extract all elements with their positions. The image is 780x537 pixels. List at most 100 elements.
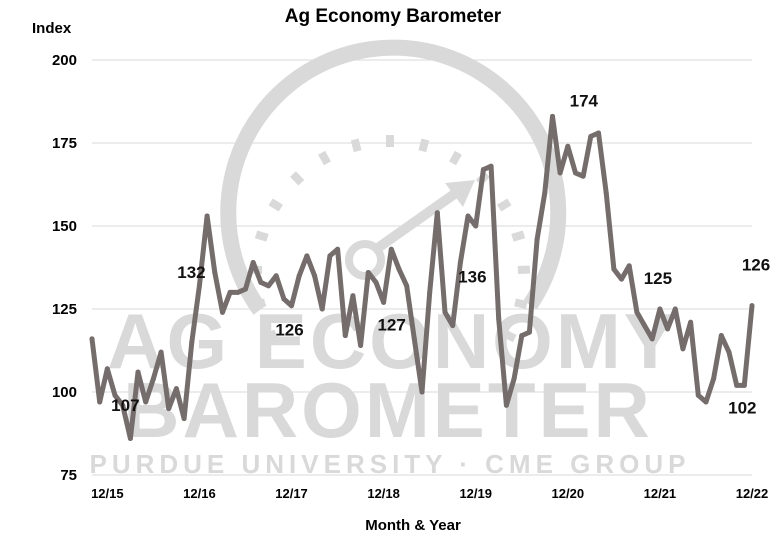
- data-point: [296, 273, 302, 279]
- data-point: [588, 133, 594, 139]
- x-tick-label: 12/17: [275, 486, 308, 501]
- y-axis-label: Index: [32, 20, 72, 37]
- data-point: [112, 392, 118, 398]
- data-point: [619, 276, 625, 282]
- data-point: [565, 143, 571, 149]
- data-point: [603, 190, 609, 196]
- data-label: 132: [177, 263, 205, 282]
- data-label: 125: [644, 269, 672, 288]
- data-point: [695, 392, 701, 398]
- data-point: [734, 382, 740, 388]
- data-point: [273, 273, 279, 279]
- data-point: [450, 323, 456, 329]
- y-tick-label: 100: [52, 384, 77, 401]
- data-point: [143, 399, 149, 405]
- data-point: [404, 283, 410, 289]
- data-point: [158, 349, 164, 355]
- y-tick-label: 200: [52, 52, 77, 69]
- gauge-tick: [502, 329, 517, 343]
- data-point: [396, 266, 402, 272]
- data-point: [166, 406, 172, 412]
- data-point: [373, 279, 379, 285]
- x-tick-label: 12/15: [91, 486, 124, 501]
- data-point: [726, 349, 732, 355]
- y-axis: 75 100 125 150 175 200: [52, 52, 77, 484]
- data-point: [488, 163, 494, 169]
- x-tick-label: 12/22: [736, 486, 769, 501]
- x-axis: 12/15 12/16 12/17 12/18 12/19 12/20 12/21 12/22: [91, 486, 768, 501]
- data-point: [665, 326, 671, 332]
- x-tick-label: 12/18: [367, 486, 400, 501]
- gauge-icon: [220, 39, 567, 315]
- data-point: [212, 269, 218, 275]
- data-point: [242, 286, 248, 292]
- data-point: [496, 316, 502, 322]
- data-point: [181, 416, 187, 422]
- data-point: [127, 435, 133, 441]
- data-point: [358, 343, 364, 349]
- gauge-tick: [252, 298, 266, 309]
- chart-title: Ag Economy Barometer: [285, 6, 502, 27]
- gauge-tick: [497, 198, 512, 212]
- data-point: [611, 266, 617, 272]
- data-label: 126: [742, 256, 770, 275]
- data-point: [473, 223, 479, 229]
- data-label: 126: [275, 321, 303, 340]
- data-point: [150, 376, 156, 382]
- series: [89, 113, 755, 441]
- data-point: [649, 336, 655, 342]
- watermark-line-3: PURDUE UNIVERSITY · CME GROUP: [89, 449, 690, 479]
- data-point: [427, 289, 433, 295]
- data-point: [434, 210, 440, 216]
- data-point: [219, 309, 225, 315]
- data-point: [120, 402, 126, 408]
- data-point: [312, 273, 318, 279]
- data-point: [173, 386, 179, 392]
- data-point: [749, 303, 755, 309]
- data-point: [327, 253, 333, 259]
- data-point: [542, 190, 548, 196]
- data-point: [465, 213, 471, 219]
- watermark-line-2: BAROMETER: [123, 366, 653, 454]
- x-tick-label: 12/16: [183, 486, 216, 501]
- data-point: [342, 333, 348, 339]
- data-point: [703, 399, 709, 405]
- x-axis-label: Month & Year: [365, 517, 461, 534]
- y-tick-label: 175: [52, 135, 77, 152]
- x-tick-label: 12/19: [459, 486, 492, 501]
- y-tick-label: 75: [60, 467, 77, 484]
- gauge-hub: [345, 240, 385, 280]
- data-labels: 107 132 126 127 136 174 125 102 126: [111, 91, 770, 417]
- data-label: 127: [377, 315, 405, 334]
- data-point: [711, 376, 717, 382]
- data-point: [204, 213, 210, 219]
- data-point: [227, 289, 233, 295]
- data-label: 174: [570, 91, 599, 110]
- data-point: [442, 309, 448, 315]
- gauge-tick: [290, 171, 305, 186]
- data-point: [104, 366, 110, 372]
- data-point: [526, 329, 532, 335]
- y-tick-label: 125: [52, 301, 77, 318]
- data-point: [189, 339, 195, 345]
- data-point: [281, 296, 287, 302]
- data-point: [657, 306, 663, 312]
- data-point: [688, 319, 694, 325]
- gauge-tick: [268, 198, 283, 212]
- watermark-line-1: AG ECONOMY: [107, 297, 679, 385]
- data-point: [97, 399, 103, 405]
- data-point: [419, 389, 425, 395]
- gauge-tick: [350, 138, 362, 153]
- data-point: [457, 260, 463, 266]
- data-point: [304, 253, 310, 259]
- data-point: [549, 113, 555, 119]
- data-point: [680, 346, 686, 352]
- data-point: [196, 283, 202, 289]
- data-point: [596, 130, 602, 136]
- data-point: [642, 323, 648, 329]
- data-point: [557, 170, 563, 176]
- gauge-tick: [263, 329, 278, 343]
- data-point: [250, 260, 256, 266]
- data-point: [319, 306, 325, 312]
- data-point: [388, 246, 394, 252]
